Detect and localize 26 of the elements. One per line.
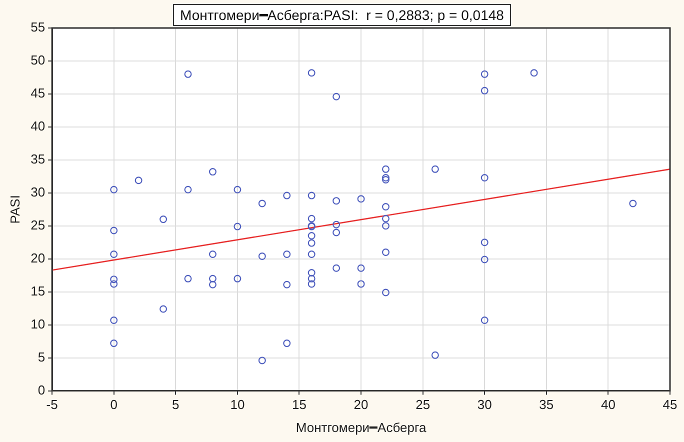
x-tick-label: -5 — [46, 397, 58, 412]
chart-title: Монтгомери━Асберга:PASI: r = 0,2883; p = 0,0148 — [173, 4, 511, 26]
x-tick-label: 45 — [662, 397, 678, 412]
y-tick-label: 50 — [30, 52, 46, 68]
y-tick-label: 10 — [30, 316, 46, 332]
x-tick-label: 30 — [477, 397, 492, 412]
y-tick-label: 15 — [30, 283, 46, 298]
y-tick-label: 30 — [30, 184, 46, 200]
y-axis-title: PASI — [7, 195, 22, 224]
x-tick-label: 10 — [230, 397, 245, 412]
x-tick-label: 35 — [539, 397, 554, 412]
x-tick-label: 25 — [416, 397, 430, 412]
x-axis-title: Монтгомери━Асберга — [296, 420, 427, 435]
x-tick-label: 5 — [172, 397, 180, 412]
y-tick-label: 25 — [30, 217, 46, 232]
y-tick-label: 35 — [30, 152, 46, 167]
y-tick-label: 55 — [30, 20, 46, 35]
y-tick-label: 20 — [30, 250, 46, 266]
x-tick-label: 15 — [292, 397, 306, 412]
x-tick-label: 0 — [110, 397, 118, 412]
y-tick-label: 45 — [30, 86, 46, 101]
x-tick-label: 20 — [354, 397, 368, 412]
y-tick-label: 5 — [38, 349, 46, 364]
y-tick-label: 40 — [30, 118, 46, 134]
x-tick-label: 40 — [600, 397, 616, 412]
y-tick-label: 0 — [38, 382, 46, 398]
